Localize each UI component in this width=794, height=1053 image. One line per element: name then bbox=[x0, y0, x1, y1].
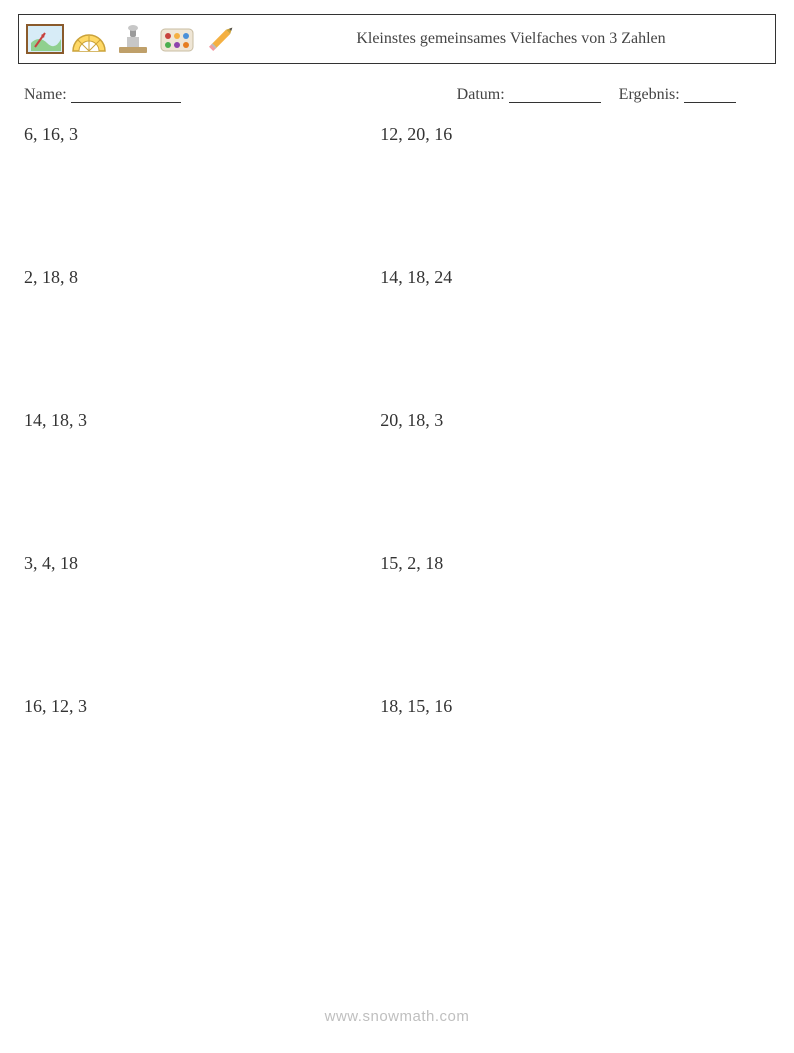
problem-cell: 15, 2, 18 bbox=[380, 553, 776, 574]
stamp-icon bbox=[113, 21, 153, 57]
header-icons bbox=[19, 15, 247, 63]
result-label: Ergebnis: bbox=[619, 86, 680, 103]
name-label: Name: bbox=[24, 86, 67, 103]
problem-cell: 14, 18, 3 bbox=[18, 410, 380, 431]
protractor-icon bbox=[69, 21, 109, 57]
header-box: Kleinstes gemeinsames Vielfaches von 3 Z… bbox=[18, 14, 776, 64]
result-blank[interactable] bbox=[684, 86, 736, 103]
problem-cell: 18, 15, 16 bbox=[380, 696, 776, 717]
problem-row: 3, 4, 18 15, 2, 18 bbox=[18, 553, 776, 574]
palette-icon bbox=[157, 21, 197, 57]
problem-cell: 16, 12, 3 bbox=[18, 696, 380, 717]
problem-cell: 20, 18, 3 bbox=[380, 410, 776, 431]
problem-cell: 12, 20, 16 bbox=[380, 124, 776, 145]
problem-cell: 14, 18, 24 bbox=[380, 267, 776, 288]
meta-row: Name: Datum: Ergebnis: bbox=[24, 82, 770, 104]
pencil-icon bbox=[201, 21, 241, 57]
problem-cell: 6, 16, 3 bbox=[18, 124, 380, 145]
problem-cell: 3, 4, 18 bbox=[18, 553, 380, 574]
problems-grid: 6, 16, 3 12, 20, 16 2, 18, 8 14, 18, 24 … bbox=[18, 124, 776, 884]
footer-watermark: www.snowmath.com bbox=[0, 1008, 794, 1025]
problem-row: 16, 12, 3 18, 15, 16 bbox=[18, 696, 776, 717]
problem-cell: 2, 18, 8 bbox=[18, 267, 380, 288]
problem-row: 14, 18, 3 20, 18, 3 bbox=[18, 410, 776, 431]
problem-row: 6, 16, 3 12, 20, 16 bbox=[18, 124, 776, 145]
date-blank[interactable] bbox=[509, 86, 601, 103]
date-label: Datum: bbox=[457, 86, 505, 103]
map-icon bbox=[25, 21, 65, 57]
worksheet-title: Kleinstes gemeinsames Vielfaches von 3 Z… bbox=[247, 15, 775, 63]
problem-row: 2, 18, 8 14, 18, 24 bbox=[18, 267, 776, 288]
name-blank[interactable] bbox=[71, 86, 181, 103]
